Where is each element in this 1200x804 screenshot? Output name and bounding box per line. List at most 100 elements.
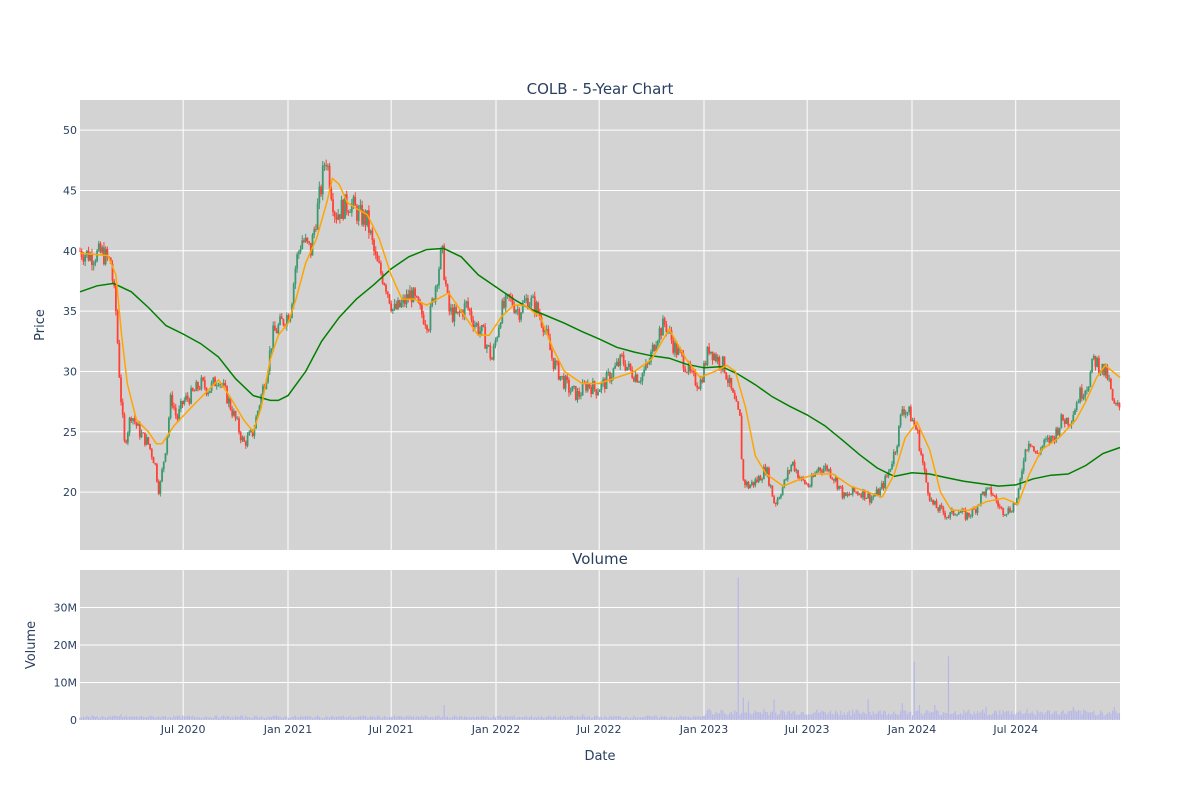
volume-bar (971, 714, 974, 720)
volume-bar (170, 717, 172, 720)
volume-bar (681, 716, 683, 720)
candle-body (834, 477, 837, 481)
volume-bar (551, 716, 553, 720)
candle-body (762, 466, 765, 480)
volume-bar (580, 716, 582, 720)
candle-body (246, 435, 249, 446)
volume-bar (828, 712, 830, 720)
candle-body (1058, 427, 1061, 435)
volume-tick-label: 10M (54, 677, 78, 690)
volume-bar (787, 711, 789, 720)
candle-body (930, 499, 933, 501)
volume-bar (836, 712, 838, 720)
volume-bar (487, 717, 490, 720)
price-tick-label: 25 (63, 426, 77, 439)
volume-bar (1011, 711, 1013, 720)
candle-body (116, 311, 119, 344)
candle-body (133, 418, 136, 423)
candle-body (443, 245, 446, 280)
candle-body (270, 348, 273, 351)
price-tick-label: 50 (63, 124, 77, 137)
volume-bar (604, 715, 606, 720)
volume-bar (419, 717, 421, 720)
volume-bar (838, 715, 840, 720)
candle-body (578, 391, 581, 397)
volume-bar (597, 716, 599, 720)
candle-body (764, 466, 767, 475)
candle-body (644, 363, 647, 370)
candle-body (561, 375, 564, 377)
candle-body (484, 326, 487, 349)
candle-body (325, 165, 328, 167)
volume-bar (624, 717, 626, 720)
volume-bar (339, 716, 341, 720)
candle-body (1086, 390, 1088, 392)
volume-bar (995, 711, 997, 720)
candle-body (169, 394, 172, 418)
date-xticks: Jul 2020 Jan 2021 Jul 2021 Jan 2022 Jul 2022… (160, 723, 1038, 736)
candle-body (932, 499, 934, 505)
candle-body (908, 406, 911, 413)
volume-bar (900, 710, 902, 720)
volume-bar (718, 713, 720, 720)
volume-bar (1098, 714, 1100, 720)
candle-body (916, 429, 919, 431)
candle-body (675, 342, 678, 355)
candle-body (593, 381, 596, 390)
volume-bar (496, 715, 498, 720)
volume-bar (452, 717, 454, 720)
candle-body (665, 324, 668, 332)
candle-body (964, 509, 967, 520)
volume-bar (1069, 710, 1071, 720)
price-tick-label: 20 (63, 486, 77, 499)
volume-bar (1086, 711, 1088, 720)
volume-bar (901, 703, 903, 720)
volume-bar (698, 715, 700, 720)
volume-bar (614, 716, 616, 720)
candle-body (190, 388, 193, 404)
volume-bar (364, 715, 367, 720)
candle-body (499, 323, 502, 328)
candle-body (716, 357, 719, 362)
volume-bar (128, 716, 131, 720)
volume-bar (532, 717, 534, 720)
volume-bar (739, 714, 741, 720)
volume-bar (857, 709, 859, 720)
volume-bar (1004, 712, 1006, 720)
candle-body (733, 392, 736, 399)
volume-bar (930, 711, 932, 720)
candle-body (1050, 435, 1052, 443)
volume-bar (270, 717, 273, 720)
volume-bar (840, 710, 842, 720)
volume-bar (925, 710, 927, 720)
volume-chart-title: Volume (572, 550, 628, 568)
volume-bar (780, 710, 782, 720)
volume-bar (86, 715, 88, 720)
volume-bar (1117, 713, 1119, 720)
candle-body (373, 239, 375, 251)
volume-bar (752, 713, 755, 720)
candle-body (1014, 503, 1017, 505)
candle-body (376, 254, 379, 262)
candle-body (350, 203, 353, 213)
candle-body (316, 203, 319, 230)
volume-bar (658, 717, 661, 720)
candle-body (821, 470, 823, 473)
candle-body (354, 196, 357, 206)
volume-bar (975, 713, 977, 720)
volume-bar (264, 717, 266, 720)
volume-bar (877, 711, 879, 720)
volume-tick-label: 0 (70, 714, 77, 727)
volume-bar (676, 716, 678, 720)
candle-body (711, 351, 714, 361)
volume-bar (592, 717, 594, 720)
candle-body (388, 294, 391, 304)
candle-body (321, 165, 324, 195)
volume-bar (370, 716, 372, 720)
candle-body (104, 248, 107, 265)
candle-body (920, 450, 923, 455)
candle-body (1089, 372, 1092, 387)
volume-bar (1019, 710, 1021, 720)
candle-body (954, 514, 957, 516)
candle-body (947, 516, 950, 518)
